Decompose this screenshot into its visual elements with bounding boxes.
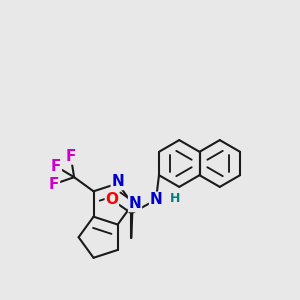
- Text: N: N: [111, 175, 124, 190]
- Text: N: N: [150, 192, 162, 207]
- Text: F: F: [66, 149, 76, 164]
- Text: O: O: [105, 192, 119, 207]
- Text: N: N: [129, 196, 141, 211]
- Text: F: F: [49, 176, 59, 191]
- Text: H: H: [170, 192, 181, 205]
- Text: F: F: [51, 159, 61, 174]
